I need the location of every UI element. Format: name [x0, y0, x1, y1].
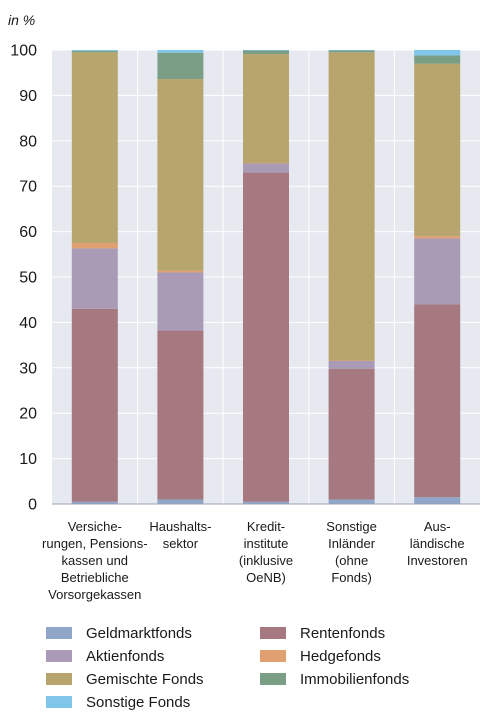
bar-segment — [414, 50, 460, 55]
y-tick-label: 70 — [19, 179, 37, 196]
legend-swatch — [46, 696, 72, 708]
legend-swatch — [46, 627, 72, 639]
bar-segment — [72, 52, 118, 243]
bar-segment — [72, 309, 118, 502]
legend-label: Geldmarktfonds — [86, 625, 192, 642]
y-tick-label: 30 — [19, 360, 37, 377]
legend-label: Sonstige Fonds — [86, 694, 190, 711]
bar-segment — [329, 50, 375, 52]
legend-label: Aktienfonds — [86, 648, 164, 665]
legend-item: Sonstige Fonds — [46, 691, 260, 713]
bar-segment — [414, 304, 460, 497]
bar-segment — [414, 236, 460, 238]
legend-label: Hedgefonds — [300, 648, 381, 665]
legend-swatch — [260, 627, 286, 639]
bar-segment — [414, 497, 460, 504]
bar-segment — [329, 499, 375, 504]
legend-swatch — [46, 650, 72, 662]
bar-segment — [414, 55, 460, 63]
y-tick-label: 10 — [19, 451, 37, 468]
legend-swatch — [46, 673, 72, 685]
bar-segment — [157, 50, 203, 53]
y-tick-label: 90 — [19, 88, 37, 105]
bar-segment — [72, 50, 118, 51]
legend-item: Gemischte Fonds — [46, 668, 260, 690]
y-tick-label: 80 — [19, 133, 37, 150]
legend-item: Immobilienfonds — [260, 668, 460, 690]
chart-legend: Geldmarktfonds Rentenfonds Aktienfonds Hedg… — [46, 622, 486, 713]
x-category-label: Haushalts-sektor — [149, 519, 211, 551]
bar-segment — [329, 361, 375, 369]
legend-swatch — [260, 673, 286, 685]
bar-segment — [243, 173, 289, 502]
bar-segment — [72, 243, 118, 248]
bar-segment — [157, 271, 203, 273]
legend-item: Geldmarktfonds — [46, 622, 260, 644]
bar-segment — [329, 369, 375, 500]
y-tick-label: 20 — [19, 406, 37, 423]
bar-segment — [243, 50, 289, 54]
bar-segment — [414, 64, 460, 237]
y-tick-label: 40 — [19, 315, 37, 332]
bar-segment — [157, 499, 203, 504]
bar-segment — [243, 164, 289, 173]
y-tick-label: 100 — [10, 43, 37, 60]
y-tick-label: 60 — [19, 224, 37, 241]
bar-segment — [157, 79, 203, 271]
legend-label: Immobilienfonds — [300, 671, 409, 688]
legend-label: Rentenfonds — [300, 625, 385, 642]
bar-segment — [157, 272, 203, 330]
bar-segment — [72, 248, 118, 308]
legend-item: Aktienfonds — [46, 645, 260, 667]
y-tick-label: 50 — [19, 270, 37, 287]
legend-item: Hedgefonds — [260, 645, 460, 667]
legend-label: Gemischte Fonds — [86, 671, 204, 688]
y-tick-label: 0 — [28, 497, 37, 514]
legend-item: Rentenfonds — [260, 622, 460, 644]
bar-segment — [157, 53, 203, 79]
bar-segment — [414, 238, 460, 304]
bar-segment — [72, 51, 118, 52]
bar-segment — [157, 331, 203, 500]
bar-segment — [329, 52, 375, 360]
bar-segment — [243, 54, 289, 163]
legend-swatch — [260, 650, 286, 662]
y-axis-unit-label: in % — [8, 12, 35, 28]
